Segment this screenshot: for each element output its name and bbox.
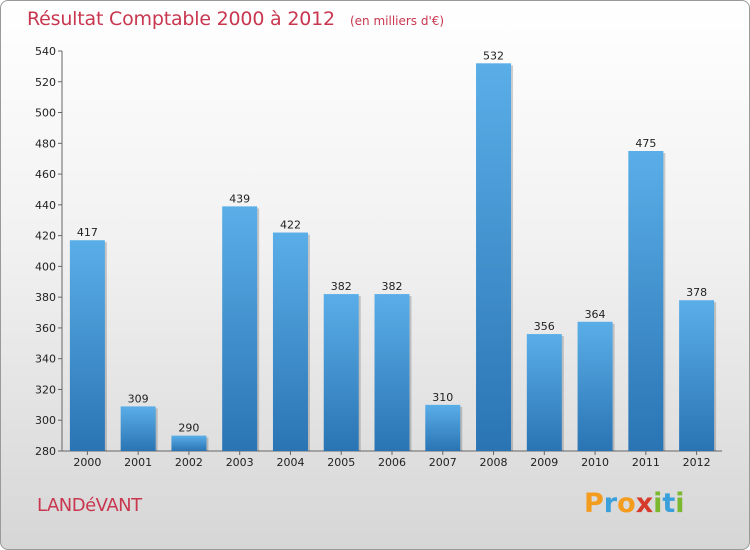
x-tick-label: 2002 (175, 456, 203, 469)
bar-2001 (120, 406, 156, 451)
x-tick-label: 2003 (226, 456, 254, 469)
y-tick-label: 400 (35, 260, 56, 273)
proxiti-logo[interactable]: Proxiti (584, 488, 685, 519)
data-label-2012: 378 (686, 286, 707, 299)
y-tick-label: 520 (35, 76, 56, 89)
y-tick-label: 300 (35, 414, 56, 427)
data-label-2001: 309 (128, 392, 149, 405)
data-label-2000: 417 (77, 226, 98, 239)
logo-letter: r (603, 488, 618, 519)
x-tick-label: 2006 (378, 456, 406, 469)
bar-2004 (272, 232, 308, 451)
data-label-2003: 439 (229, 192, 250, 205)
x-tick-label: 2001 (124, 456, 152, 469)
x-tick-label: 2000 (73, 456, 101, 469)
data-label-2002: 290 (178, 422, 199, 435)
x-tick-label: 2008 (480, 456, 508, 469)
bar-2002 (171, 435, 207, 451)
x-tick-label: 2009 (530, 456, 558, 469)
bar-2007 (425, 404, 461, 451)
y-tick-label: 360 (35, 322, 56, 335)
bar-2006 (374, 294, 410, 451)
data-label-2006: 382 (382, 280, 403, 293)
logo-letter: i (653, 488, 663, 519)
logo-letter: t (662, 488, 676, 519)
chart-subtitle: (en milliers d'€) (349, 14, 445, 28)
x-tick-label: 2010 (581, 456, 609, 469)
place-name: LANDéVANT (37, 495, 142, 516)
y-tick-label: 440 (35, 199, 56, 212)
data-label-2008: 532 (483, 49, 504, 62)
x-tick-label: 2012 (683, 456, 711, 469)
bar-2010 (577, 321, 613, 451)
bar-2000 (69, 240, 105, 451)
data-label-2004: 422 (280, 219, 301, 232)
y-tick-label: 540 (35, 45, 56, 58)
data-labels: 417 309 290 439 422 382 382 310 532 356 364 475 378 (77, 49, 707, 434)
data-label-2005: 382 (331, 280, 352, 293)
data-label-2011: 475 (635, 137, 656, 150)
logo-letter: i (675, 488, 685, 519)
data-label-2007: 310 (432, 391, 453, 404)
bar-2008 (476, 63, 512, 452)
bar-2005 (323, 294, 359, 451)
bar-2009 (526, 334, 562, 451)
x-tick-label: 2004 (276, 456, 304, 469)
chart-title: Résultat Comptable 2000 à 2012 (27, 8, 335, 30)
y-tick-label: 380 (35, 291, 56, 304)
y-tick-label: 500 (35, 107, 56, 120)
y-tick-label: 280 (35, 445, 56, 458)
bar-2011 (628, 151, 664, 451)
x-tick-label: 2005 (327, 456, 355, 469)
bar-2012 (679, 300, 715, 451)
title-row: Résultat Comptable 2000 à 2012 (en milli… (27, 8, 444, 30)
logo-letter: o (617, 488, 636, 519)
y-tick-label: 460 (35, 168, 56, 181)
logo-letter: x (635, 488, 654, 519)
bars (69, 63, 717, 452)
x-tick-label: 2007 (429, 456, 457, 469)
y-tick-label: 340 (35, 353, 56, 366)
y-tick-label: 320 (35, 383, 56, 396)
data-label-2009: 356 (534, 320, 555, 333)
bar-2003 (222, 206, 258, 451)
y-tick-label: 420 (35, 230, 56, 243)
y-tick-label: 480 (35, 137, 56, 150)
data-label-2010: 364 (585, 308, 606, 321)
x-tick-label: 2011 (632, 456, 660, 469)
logo-letter: P (584, 488, 604, 519)
